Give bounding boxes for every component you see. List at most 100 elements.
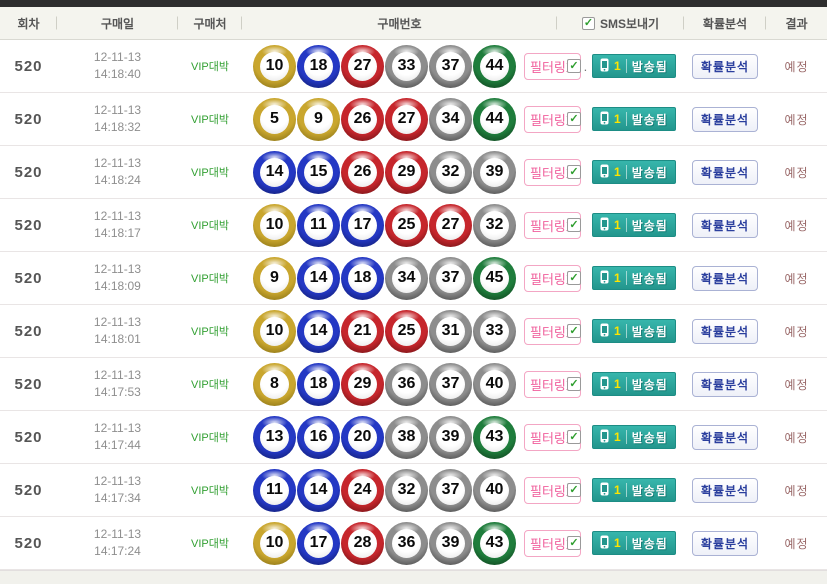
phone-icon (600, 58, 609, 75)
analysis-cell: 확률분석 (684, 40, 766, 92)
sms-checkbox[interactable]: ✓ (567, 430, 581, 444)
result-status: 예정 (784, 271, 809, 286)
result-status: 예정 (784, 483, 809, 498)
lotto-ball-number: 10 (260, 210, 289, 240)
lotto-ball-number: 10 (260, 51, 289, 81)
table-row: 520 12-11-13 14:17:34 VIP대박 11 14 24 32 37 40 필터링X… (0, 464, 827, 517)
sms-sent-button[interactable]: 1 발송됨 (592, 54, 676, 78)
sms-sent-label: 발송됨 (631, 483, 668, 498)
probability-analysis-button[interactable]: 확률분석 (691, 159, 759, 185)
sms-checkbox[interactable]: ✓ (567, 218, 581, 232)
round-number: 520 (14, 481, 43, 499)
lotto-ball: 32 (385, 468, 428, 512)
probability-analysis-button[interactable]: 확률분석 (691, 106, 759, 132)
sms-checkbox[interactable]: ✓ (567, 324, 581, 338)
lotto-ball-number: 32 (392, 475, 421, 505)
purchase-numbers: 10 17 28 36 39 43 필터링X (242, 517, 581, 569)
lotto-ball-number: 24 (348, 475, 377, 505)
lotto-ball-number: 45 (480, 263, 509, 293)
purchase-date: 12-11-13 (93, 368, 142, 382)
lotto-ball: 8 (253, 362, 296, 406)
table-row: 520 12-11-13 14:17:24 VIP대박 10 17 28 36 39 43 필터링X… (0, 517, 827, 570)
sms-sent-button[interactable]: 1 발송됨 (592, 478, 676, 502)
sms-sent-button[interactable]: 1 발송됨 (592, 531, 676, 555)
lotto-ball-number: 44 (480, 104, 509, 134)
lotto-ball-number: 11 (260, 475, 289, 505)
table-row: 520 12-11-13 14:17:44 VIP대박 13 16 20 38 39 43 필터링X… (0, 411, 827, 464)
sms-sent-count: 1 (614, 377, 621, 391)
lotto-ball-number: 11 (304, 210, 333, 240)
probability-analysis-button[interactable]: 확률분석 (691, 53, 759, 79)
sms-sent-button[interactable]: 1 발송됨 (592, 107, 676, 131)
lotto-ball-number: 25 (392, 316, 421, 346)
lotto-ball-number: 37 (436, 263, 465, 293)
lotto-ball: 33 (473, 309, 516, 353)
probability-analysis-button[interactable]: 확률분석 (691, 318, 759, 344)
result-status: 예정 (784, 430, 809, 445)
sms-cell: ✓ 1 발송됨 (557, 411, 684, 463)
lotto-ball-number: 31 (436, 316, 465, 346)
table-row: 520 12-11-13 14:18:01 VIP대박 10 14 21 25 31 33 필터링X… (0, 305, 827, 358)
round-number: 520 (14, 375, 43, 393)
sms-sent-button[interactable]: 1 발송됨 (592, 213, 676, 237)
store-name: VIP대박 (191, 114, 229, 126)
sms-checkbox[interactable]: ✓ (567, 377, 581, 391)
purchase-time: 14:18:32 (94, 120, 141, 134)
lotto-ball: 9 (297, 97, 340, 141)
lotto-ball: 18 (297, 362, 340, 406)
lotto-ball-number: 25 (392, 210, 421, 240)
lotto-ball-number: 21 (348, 316, 377, 346)
lotto-ball-number: 32 (436, 157, 465, 187)
analysis-cell: 확률분석 (684, 252, 766, 304)
lotto-ball-number: 39 (436, 422, 465, 452)
lotto-ball: 18 (341, 256, 384, 300)
sms-checkbox[interactable]: ✓ (567, 59, 581, 73)
probability-analysis-button[interactable]: 확률분석 (691, 371, 759, 397)
lotto-ball: 33 (385, 44, 428, 88)
table-row: 520 12-11-13 14:18:24 VIP대박 14 15 26 29 32 39 필터링X… (0, 146, 827, 199)
probability-analysis-button[interactable]: 확률분석 (691, 265, 759, 291)
lotto-ball-number: 14 (304, 475, 333, 505)
result-status: 예정 (784, 218, 809, 233)
sms-select-all-checkbox[interactable]: ✓ (581, 16, 595, 30)
probability-analysis-button[interactable]: 확률분석 (691, 212, 759, 238)
sms-sent-button[interactable]: 1 발송됨 (592, 160, 676, 184)
purchase-datetime: 12-11-13 14:17:44 (57, 411, 178, 463)
sms-sent-button[interactable]: 1 발송됨 (592, 266, 676, 290)
sms-checkbox[interactable]: ✓ (567, 112, 581, 126)
purchase-time: 14:17:34 (94, 491, 141, 505)
purchase-datetime: 12-11-13 14:18:32 (57, 93, 178, 145)
lotto-ball: 43 (473, 521, 516, 565)
sms-checkbox[interactable]: ✓ (567, 536, 581, 550)
lotto-ball-number: 44 (480, 51, 509, 81)
round-number: 520 (14, 163, 43, 181)
button-divider (625, 112, 627, 126)
sms-checkbox[interactable]: ✓ (567, 271, 581, 285)
sms-cell: ✓ 1 발송됨 (557, 146, 684, 198)
probability-analysis-button[interactable]: 확률분석 (691, 530, 759, 556)
lotto-ball-number: 8 (260, 369, 289, 399)
probability-analysis-button[interactable]: 확률분석 (691, 477, 759, 503)
lotto-ball-number: 27 (348, 51, 377, 81)
sms-sent-button[interactable]: 1 발송됨 (592, 425, 676, 449)
button-divider (625, 165, 627, 179)
sms-cell: ✓ 1 발송됨 (557, 517, 684, 569)
lotto-ball: 14 (297, 468, 340, 512)
lotto-ball-number: 27 (436, 210, 465, 240)
purchase-numbers: 8 18 29 36 37 40 필터링X (242, 358, 581, 410)
sms-sent-count: 1 (614, 536, 621, 550)
store-name: VIP대박 (191, 432, 229, 444)
lotto-ball: 25 (385, 203, 428, 247)
sms-sent-label: 발송됨 (631, 271, 668, 286)
analysis-cell: 확률분석 (684, 305, 766, 357)
lotto-ball: 14 (253, 150, 296, 194)
lotto-ball: 40 (473, 468, 516, 512)
sms-sent-button[interactable]: 1 발송됨 (592, 372, 676, 396)
sms-checkbox[interactable]: ✓ (567, 483, 581, 497)
lotto-ball-number: 37 (436, 51, 465, 81)
sms-sent-button[interactable]: 1 발송됨 (592, 319, 676, 343)
lotto-ball: 37 (429, 44, 472, 88)
sms-checkbox[interactable]: ✓ (567, 165, 581, 179)
probability-analysis-button[interactable]: 확률분석 (691, 424, 759, 450)
